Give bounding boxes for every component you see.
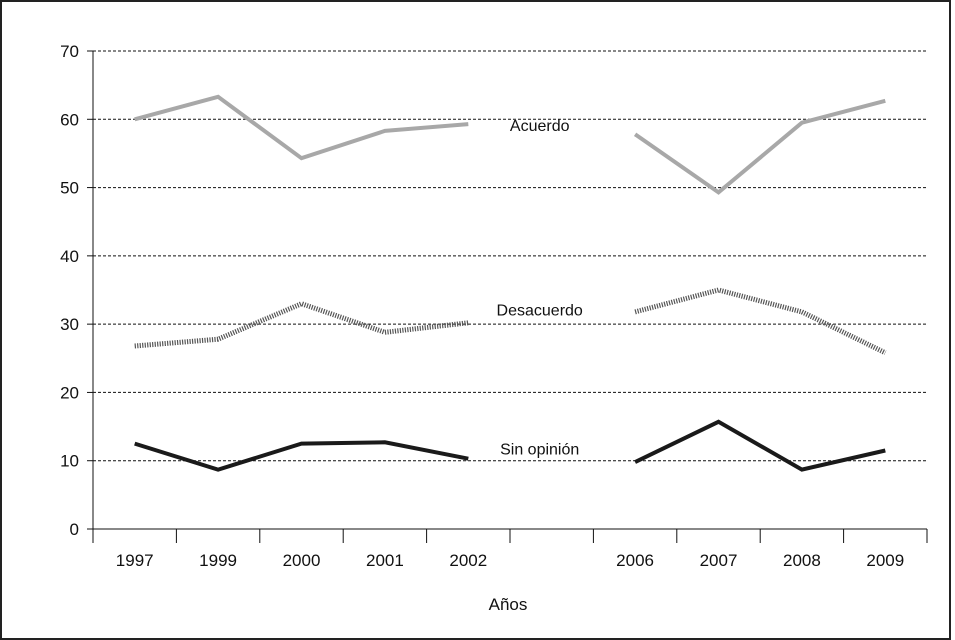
- x-tick-label: 2007: [700, 551, 738, 570]
- x-tick-label: 2000: [283, 551, 321, 570]
- y-tick-labels: 0 10 20 30 40 50 60 70: [60, 42, 79, 539]
- x-tick-label: 2009: [866, 551, 904, 570]
- y-tick-label: 10: [60, 452, 79, 471]
- series-lines: [135, 97, 886, 470]
- series-line-2-segment-0: [135, 442, 469, 469]
- y-tick-label: 0: [70, 520, 79, 539]
- series-line-2-segment-1: [635, 422, 885, 470]
- x-tick-label: 1997: [116, 551, 154, 570]
- x-tick-label: 2001: [366, 551, 404, 570]
- y-tick-label: 50: [60, 179, 79, 198]
- series-line-1-segment-0: [135, 304, 469, 346]
- x-tick-label: 2008: [783, 551, 821, 570]
- series-line-0-segment-0: [135, 97, 469, 158]
- series-label-2: Sin opinión: [500, 441, 579, 458]
- series-label-1: Desacuerdo: [497, 302, 583, 319]
- x-tick-label: 2002: [449, 551, 487, 570]
- x-tick-label: 1999: [199, 551, 237, 570]
- y-tick-label: 20: [60, 383, 79, 402]
- y-tick-label: 40: [60, 247, 79, 266]
- x-axis-title: Años: [489, 595, 528, 614]
- x-tick-label: 2006: [616, 551, 654, 570]
- series-line-1-segment-1: [635, 290, 885, 353]
- y-tick-label: 60: [60, 110, 79, 129]
- series-label-0: Acuerdo: [510, 118, 570, 135]
- y-tick-label: 30: [60, 315, 79, 334]
- gridlines: [93, 51, 927, 461]
- y-tick-label: 70: [60, 42, 79, 61]
- x-tick-labels: 1997 1999 2000 2001 2002 2006 2007 2008 2009: [116, 551, 904, 570]
- series-line-0-segment-1: [635, 101, 885, 193]
- series-labels: Acuerdo Desacuerdo Sin opinión: [497, 118, 583, 458]
